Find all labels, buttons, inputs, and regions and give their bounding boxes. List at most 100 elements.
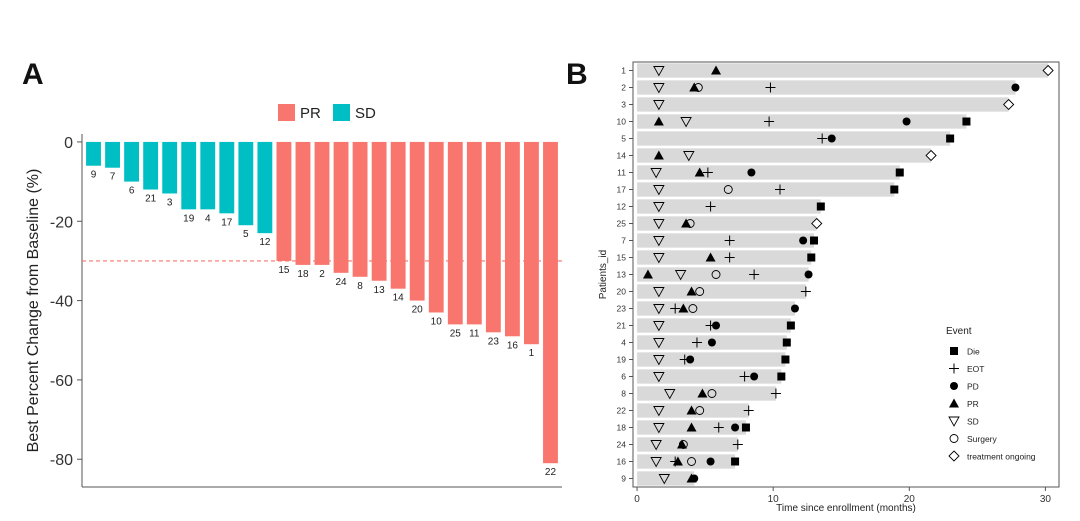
swimmer-row-1: [637, 63, 1054, 78]
legend-label: PD: [967, 382, 979, 392]
swimmer-row-8: [637, 386, 781, 401]
marker-eot: [817, 133, 828, 144]
swimmer-row-10: [637, 114, 971, 129]
marker-pd: [950, 382, 958, 390]
y-tick-label: -80: [50, 452, 73, 469]
bar-label: 23: [488, 336, 500, 347]
marker-sd: [653, 253, 665, 264]
bar-patient-18: [295, 141, 311, 265]
swimmer-row-7: [637, 233, 819, 248]
y-axis-label: Best Percent Change from Baseline (%): [25, 169, 42, 453]
y-tick-label: 17: [617, 185, 627, 195]
marker-sd: [680, 117, 692, 128]
marker-eot: [800, 286, 811, 297]
bar-label: 10: [431, 316, 443, 327]
marker-sd: [653, 338, 665, 349]
marker-ongoing: [811, 217, 823, 230]
panel-b-letter: B: [566, 58, 588, 91]
marker-sd: [674, 270, 687, 281]
bar-patient-16: [504, 141, 520, 337]
marker-die: [807, 253, 816, 262]
bar-label: 24: [335, 277, 347, 288]
legend-label: PR: [300, 105, 321, 122]
swimmer-bar: [637, 114, 967, 129]
marker-die: [810, 236, 819, 245]
bar-patient-25: [447, 141, 463, 325]
y-tick-label: 11: [617, 168, 626, 178]
bar-label: 5: [243, 229, 249, 240]
swimmer-bar: [637, 301, 795, 316]
marker-eot: [739, 371, 750, 382]
marker-surgery: [949, 434, 959, 443]
bar-patient-10: [428, 141, 444, 313]
swimmer-bar: [637, 471, 695, 486]
marker-sd: [653, 304, 665, 315]
legend-swatch-pr: [278, 104, 295, 121]
x-tick-label: 0: [634, 494, 640, 505]
marker-ongoing: [948, 450, 960, 462]
swimmer-bar: [637, 131, 951, 146]
marker-pd: [827, 134, 836, 143]
swimmer-bar: [637, 250, 812, 265]
marker-eot: [691, 337, 702, 348]
bar-label: 22: [545, 467, 557, 478]
marker-die: [946, 134, 955, 143]
swimmer-row-5: [637, 131, 955, 146]
marker-eot: [764, 116, 775, 127]
marker-eot: [770, 388, 781, 399]
marker-pd: [690, 474, 699, 483]
x-axis-label: Time since enrollment (months): [776, 503, 916, 514]
swimmer-bar: [637, 216, 817, 231]
waterfall-chart: 0 -20 -40 -60 -80 Best Percent Change from Ba…: [25, 104, 562, 488]
marker-pr: [678, 303, 689, 313]
y-tick-label: 22: [617, 406, 627, 416]
marker-sd: [683, 151, 695, 162]
bar-patient-3: [162, 141, 178, 194]
marker-eot: [702, 167, 713, 178]
swimmer-row-4: [637, 335, 791, 350]
swimmer-bar: [637, 284, 806, 299]
bar-label: 11: [469, 328, 480, 339]
y-tick-label: 5: [621, 134, 626, 144]
marker-pd: [706, 457, 715, 466]
marker-pd: [750, 372, 759, 381]
marker-die: [895, 168, 904, 177]
marker-sd: [948, 416, 960, 427]
marker-pd: [707, 338, 716, 347]
y-axis-label: Patients_id: [598, 250, 609, 299]
marker-ongoing: [1042, 64, 1054, 77]
x-tick-label: 30: [1040, 494, 1052, 505]
y-tick-label: 1: [621, 66, 626, 76]
legend-label: treatment ongoing: [967, 452, 1036, 462]
bar-label: 4: [205, 213, 211, 224]
marker-sd: [650, 440, 662, 451]
marker-eot: [949, 363, 959, 374]
swimmer-bar: [637, 352, 786, 367]
bar-label: 13: [374, 285, 386, 296]
swimmer-bar: [637, 63, 1049, 78]
bar-label: 14: [393, 293, 405, 304]
marker-pr: [686, 405, 697, 415]
legend: Event Die EOT PD PR SD Surgery treatment ongoin…: [946, 326, 1036, 462]
bar-label: 9: [91, 170, 97, 181]
marker-pd: [731, 423, 740, 432]
bar-patient-20: [409, 141, 425, 301]
y-tick-label: 14: [617, 151, 627, 161]
bar-patient-5: [238, 141, 254, 226]
marker-die: [890, 185, 899, 194]
swimmer-row-18: [637, 420, 750, 435]
marker-pd: [790, 304, 799, 313]
y-tick-label: 6: [621, 372, 626, 382]
marker-surgery: [695, 287, 705, 296]
y-tick-label: 0: [64, 135, 73, 152]
bar-label: 12: [259, 237, 271, 248]
marker-pr: [694, 167, 705, 177]
swimmer-row-21: [637, 318, 795, 333]
y-tick-label: 16: [617, 457, 627, 467]
marker-pr: [697, 388, 708, 398]
marker-eot: [670, 303, 681, 314]
marker-sd: [653, 185, 665, 196]
swimmer-bar: [637, 165, 900, 180]
panel-a-letter: A: [22, 58, 44, 91]
swimmer-bar: [637, 97, 1009, 112]
